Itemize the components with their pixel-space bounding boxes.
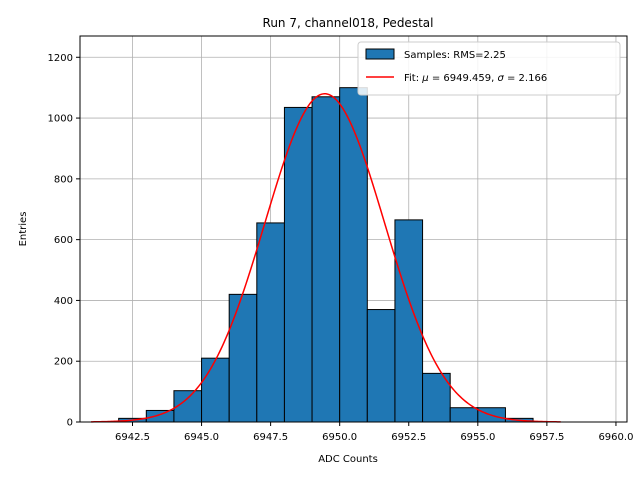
histogram-bar-12: [449, 407, 479, 423]
y-tick-label: 1200: [48, 53, 73, 64]
y-tick-label: 200: [54, 357, 73, 368]
legend-label-samples: Samples: RMS=2.25: [404, 50, 506, 61]
x-tick-label: 6960.0: [598, 432, 633, 443]
x-axis-label: ADC Counts: [318, 454, 378, 465]
y-tick-label: 1000: [48, 114, 73, 125]
legend-swatch-samples: [365, 48, 395, 60]
x-tick-label: 6950.0: [322, 432, 357, 443]
x-tick-label: 6952.5: [391, 432, 426, 443]
y-tick-label: 0: [67, 418, 73, 429]
histogram-bar-8: [339, 87, 368, 423]
x-tick-label: 6942.5: [115, 432, 150, 443]
fit-curve-group: [91, 93, 561, 423]
y-axis-label: Entries: [18, 212, 29, 247]
histogram-bar-1: [145, 409, 175, 423]
x-tick-label: 6957.5: [529, 432, 564, 443]
legend-fit-prefix: Fit:: [404, 73, 422, 84]
legend-fit-sigma-value: = 2.166: [504, 73, 547, 84]
histogram-bar-9: [366, 309, 396, 423]
x-tick-label: 6947.5: [253, 432, 288, 443]
histogram-bar-3: [201, 357, 230, 423]
legend-fit-sigma-symbol: σ: [497, 73, 504, 84]
histogram-bar-7: [311, 96, 341, 423]
histogram-bar-5: [256, 222, 285, 423]
x-axis-ticks: 6942.5 6945.0 6947.5 6950.0 6952.5 6955.0 6957…: [115, 422, 633, 443]
histogram-bar-6: [283, 106, 313, 423]
histogram-bar-2: [173, 390, 203, 423]
y-tick-label: 400: [54, 296, 73, 307]
histogram-bar-4: [228, 293, 258, 423]
legend-fit-mu-value: = 6949.459,: [429, 73, 498, 84]
histogram-bar-11: [422, 372, 451, 423]
legend-label-fit: Fit: μ = 6949.459, σ = 2.166: [404, 73, 547, 84]
legend-fit-mu-symbol: μ: [421, 73, 428, 84]
histogram-bar-10: [394, 219, 424, 423]
chart-title: Run 7, channel018, Pedestal: [263, 16, 434, 30]
x-tick-label: 6955.0: [460, 432, 495, 443]
y-tick-label: 800: [54, 174, 73, 185]
legend: Samples: RMS=2.25 Fit: μ = 6949.459, σ =…: [357, 41, 621, 96]
legend-box: [357, 41, 621, 96]
plot-frame: [79, 35, 628, 423]
x-tick-label: 6945.0: [184, 432, 219, 443]
y-axis-ticks: 0 200 400 600 800 1000 1200: [48, 53, 80, 429]
y-tick-label: 600: [54, 235, 73, 246]
histogram-bars: [118, 87, 534, 423]
fit-curve: [91, 93, 561, 423]
